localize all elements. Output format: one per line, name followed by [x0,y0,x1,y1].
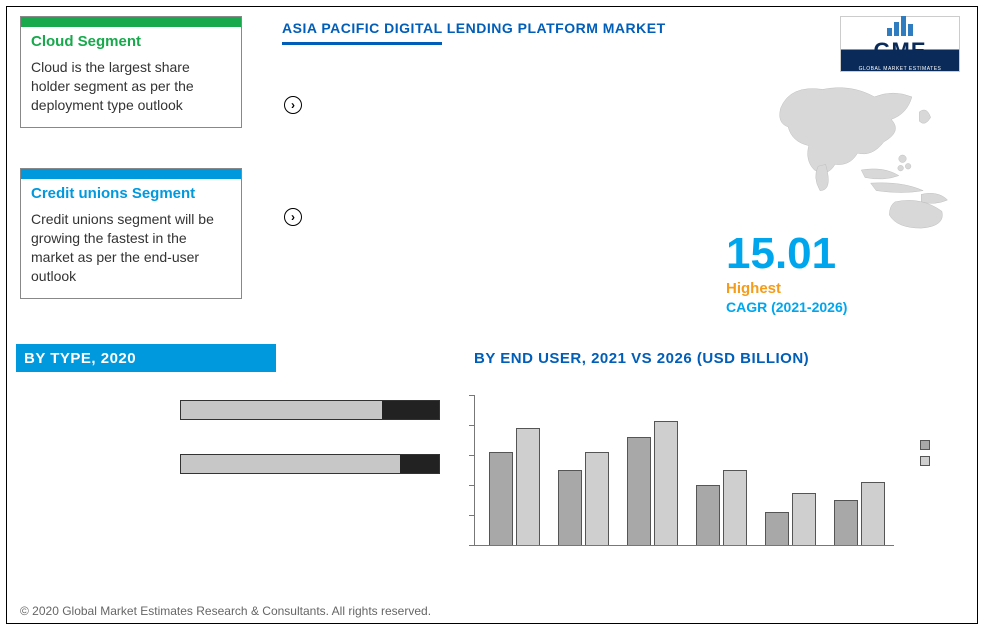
bar-2026 [792,493,816,546]
cagr-block: 15.01 Highest CAGR (2021-2026) [726,232,847,315]
by-end-user-chart [474,396,894,546]
y-tick [469,425,475,426]
bar-2026 [654,421,678,546]
segment-card-cloud: Cloud Segment Cloud is the largest share… [20,16,242,128]
y-tick [469,545,475,546]
bar-2026 [585,452,609,545]
segment-card-credit-unions: Credit unions Segment Credit unions segm… [20,168,242,299]
type-bar-row [180,400,440,420]
bar-2021 [489,452,513,545]
segment-card-title: Cloud Segment [21,27,241,54]
legend-swatch-2026 [920,456,930,466]
chevron-right-icon: › [284,96,302,114]
type-bar-row [180,454,440,474]
bar-2021 [696,485,720,545]
asia-pacific-map-icon [770,80,960,230]
by-type-chart [180,400,440,508]
main-title-underline [282,42,442,45]
segment-card-accent-bar [21,169,241,179]
cagr-range: CAGR (2021-2026) [726,299,847,315]
y-tick [469,395,475,396]
y-tick [469,515,475,516]
by-end-user-header: BY END USER, 2021 VS 2026 (USD BILLION) [474,350,809,367]
bar-2026 [723,470,747,545]
segment-card-title: Credit unions Segment [21,179,241,206]
end-user-legend [920,440,934,472]
by-type-header: BY TYPE, 2020 [24,350,136,367]
main-title: ASIA PACIFIC DIGITAL LENDING PLATFORM MA… [282,20,666,36]
y-tick [469,455,475,456]
bar-group [558,452,609,545]
bar-group [489,428,540,545]
bar-group [834,482,885,545]
bar-2021 [558,470,582,545]
bar-2021 [627,437,651,545]
bar-2021 [765,512,789,545]
logo-bars-icon [887,16,913,36]
segment-card-body: Cloud is the largest share holder segmen… [21,54,241,127]
segment-card-body: Credit unions segment will be growing th… [21,206,241,298]
chevron-right-icon: › [284,208,302,226]
copyright-footer: © 2020 Global Market Estimates Research … [20,604,431,618]
cagr-label: Highest [726,280,847,297]
bar-group [765,493,816,546]
logo-subtext: GLOBAL MARKET ESTIMATES [859,66,942,72]
logo-text: GME [873,38,926,64]
cagr-value: 15.01 [726,232,847,276]
bar-2021 [834,500,858,545]
bar-2026 [861,482,885,545]
legend-swatch-2021 [920,440,930,450]
bar-2026 [516,428,540,545]
bar-group [627,421,678,546]
gme-logo: GME GLOBAL MARKET ESTIMATES [840,16,960,72]
segment-card-accent-bar [21,17,241,27]
y-tick [469,485,475,486]
bar-group [696,470,747,545]
